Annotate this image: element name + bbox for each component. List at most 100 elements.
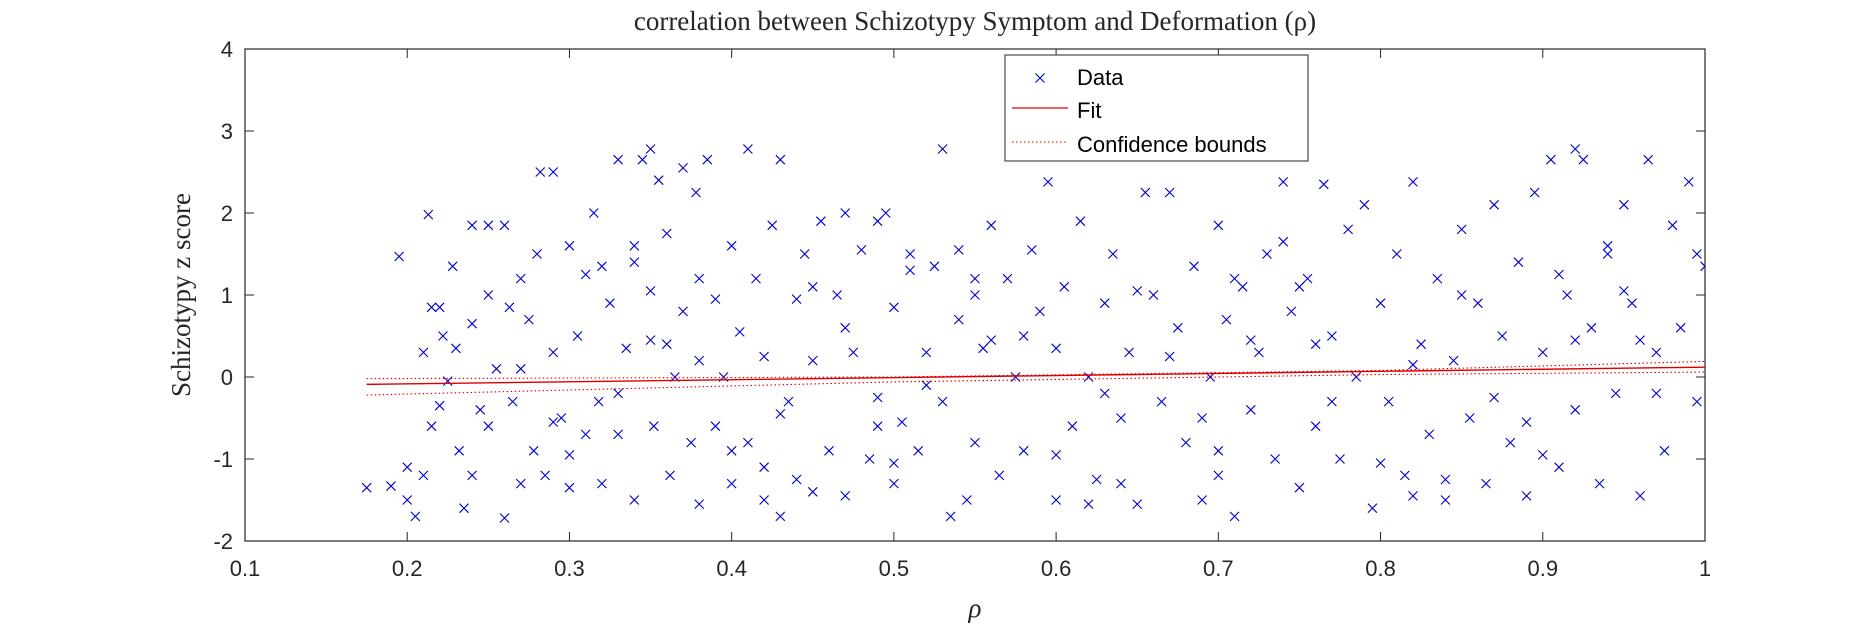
legend-x-marker [1035, 73, 1045, 83]
legend-label-fit: Fit [1077, 98, 1101, 123]
data-point [816, 216, 826, 227]
data-point [929, 261, 940, 272]
data-point [1570, 335, 1581, 345]
data-point [1026, 245, 1037, 255]
data-point [913, 445, 924, 456]
data-point [1667, 220, 1678, 231]
data-point [1537, 450, 1548, 460]
data-point [1099, 298, 1110, 309]
data-point [605, 298, 615, 309]
data-point [556, 413, 567, 423]
lower-confidence-bound [366, 371, 1705, 396]
data-point [386, 481, 396, 491]
data-point [970, 290, 980, 300]
data-point [1075, 216, 1086, 227]
data-point [1489, 392, 1499, 403]
data-point [1464, 413, 1475, 423]
data-point [1610, 388, 1621, 399]
fit-lines [366, 360, 1705, 396]
data-point [1367, 503, 1378, 514]
data-point [1229, 511, 1240, 522]
data-point [889, 478, 899, 489]
data-point [1424, 429, 1435, 440]
data-point [1659, 445, 1670, 456]
data-point [1383, 396, 1394, 407]
data-point [504, 302, 515, 313]
legend-label-bounds: Confidence bounds [1077, 132, 1267, 157]
data-point [1651, 388, 1662, 399]
data-point [1335, 454, 1345, 464]
data-point [1456, 290, 1467, 300]
data-point [807, 281, 818, 292]
data-point [864, 454, 875, 464]
data-point [1278, 236, 1289, 247]
data-point [734, 327, 745, 337]
x-tick-label: 1 [1699, 556, 1711, 581]
data-point [438, 331, 448, 341]
data-point [1537, 347, 1548, 358]
data-point [483, 220, 494, 231]
data-point [807, 355, 818, 366]
data-point [1432, 273, 1443, 284]
data-point [1213, 445, 1224, 456]
data-point [1570, 144, 1581, 154]
data-point [580, 269, 591, 280]
data-point [515, 478, 526, 489]
data-point [1181, 437, 1191, 448]
data-point [1310, 339, 1321, 350]
data-point [532, 249, 542, 259]
x-tick-label: 0.8 [1365, 556, 1396, 581]
data-point [986, 220, 997, 231]
data-point [1619, 199, 1629, 210]
data-point [1140, 187, 1151, 198]
data-point [678, 306, 688, 317]
data-point [661, 339, 672, 350]
data-point [1002, 273, 1013, 284]
data-point [1416, 339, 1426, 350]
data-point [515, 363, 526, 374]
data-point [970, 273, 980, 284]
data-point [1448, 355, 1459, 366]
data-point [678, 163, 688, 173]
data-point [978, 343, 988, 354]
data-point [564, 482, 575, 493]
data-point [426, 302, 437, 313]
data-point [434, 302, 445, 313]
data-point [524, 314, 534, 325]
data-point [1156, 396, 1167, 407]
data-point [410, 511, 421, 522]
legend-entry-bounds: Confidence bounds [1012, 132, 1267, 157]
data-point [661, 228, 672, 239]
data-point [1116, 478, 1126, 489]
data-point [775, 409, 786, 419]
data-point [986, 335, 997, 345]
data-point [1440, 495, 1451, 505]
data-point [1213, 220, 1224, 231]
data-point [953, 245, 964, 255]
data-point [1051, 450, 1061, 460]
data-point [483, 421, 494, 432]
data-point [1602, 249, 1613, 259]
data-point [1554, 462, 1564, 473]
data-point [1237, 281, 1248, 292]
data-point [1059, 281, 1070, 292]
data-point [799, 249, 810, 259]
data-point [726, 445, 737, 456]
data-point [613, 154, 623, 165]
data-point [1132, 499, 1143, 509]
data-point [1245, 335, 1256, 345]
data-point [872, 392, 883, 403]
data-point [1456, 224, 1467, 235]
data-point [1043, 176, 1053, 187]
data-point [905, 249, 915, 259]
data-point [1197, 495, 1207, 505]
data-point [1400, 470, 1410, 481]
data-point [454, 445, 465, 456]
data-point [528, 445, 539, 456]
data-point [1294, 281, 1305, 292]
data-point [856, 245, 867, 255]
data-point [759, 495, 769, 505]
data-point [645, 335, 656, 345]
data-point [1067, 421, 1078, 432]
